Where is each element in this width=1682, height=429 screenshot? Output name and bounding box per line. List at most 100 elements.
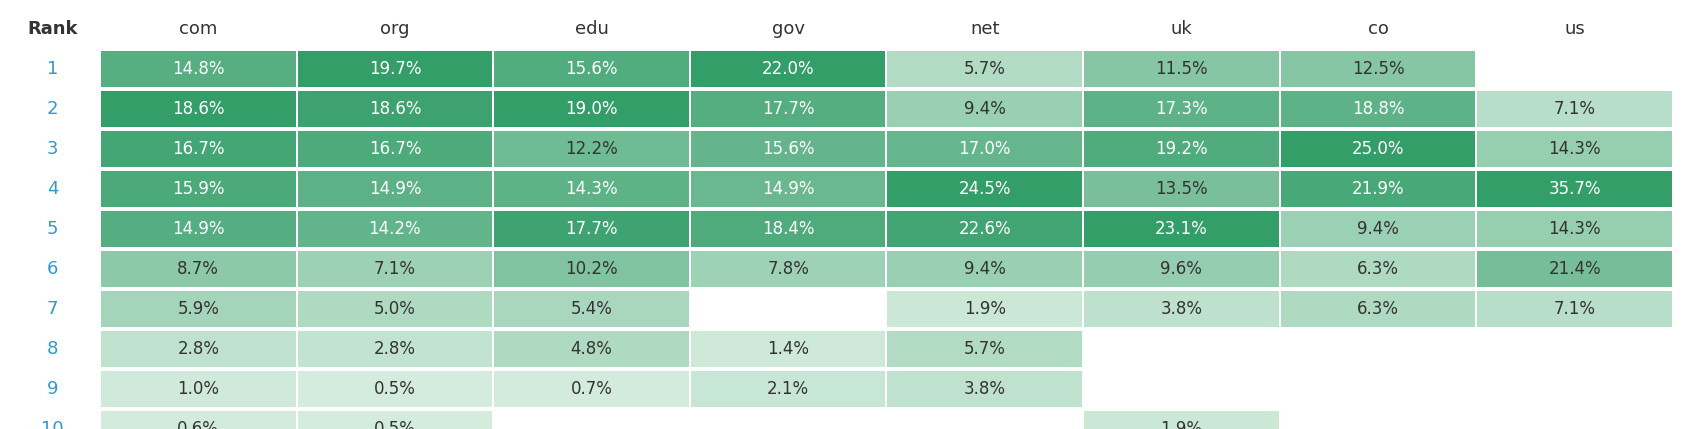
Text: 5.7%: 5.7%: [964, 340, 1006, 358]
Bar: [101, 291, 296, 327]
Text: 5: 5: [47, 220, 59, 238]
Text: Rank: Rank: [27, 20, 77, 38]
Bar: [298, 51, 491, 87]
Bar: [1083, 211, 1278, 247]
Text: 5.7%: 5.7%: [964, 60, 1006, 78]
Bar: [495, 331, 688, 367]
Text: 6.3%: 6.3%: [1356, 260, 1398, 278]
Text: 7.1%: 7.1%: [1552, 100, 1595, 118]
Text: 18.6%: 18.6%: [172, 100, 224, 118]
Text: 9.4%: 9.4%: [1356, 220, 1398, 238]
Bar: [495, 131, 688, 167]
Bar: [1477, 91, 1670, 127]
Bar: [101, 91, 296, 127]
Text: 7.1%: 7.1%: [1552, 300, 1595, 318]
Text: 0.5%: 0.5%: [373, 380, 415, 398]
Text: 25.0%: 25.0%: [1351, 140, 1403, 158]
Text: 8: 8: [47, 340, 59, 358]
Bar: [886, 211, 1082, 247]
Bar: [886, 371, 1082, 407]
Text: 14.9%: 14.9%: [762, 180, 814, 198]
Bar: [495, 91, 688, 127]
Text: 17.7%: 17.7%: [762, 100, 814, 118]
Text: 18.4%: 18.4%: [762, 220, 814, 238]
Bar: [1477, 131, 1670, 167]
Bar: [1280, 131, 1475, 167]
Bar: [298, 171, 491, 207]
Text: 17.0%: 17.0%: [959, 140, 1011, 158]
Text: 9.4%: 9.4%: [964, 100, 1006, 118]
Bar: [1280, 211, 1475, 247]
Text: 10: 10: [40, 420, 64, 429]
Text: 14.3%: 14.3%: [1547, 220, 1600, 238]
Bar: [495, 171, 688, 207]
Text: 17.3%: 17.3%: [1154, 100, 1208, 118]
Bar: [1280, 251, 1475, 287]
Bar: [1477, 171, 1670, 207]
Text: 18.8%: 18.8%: [1351, 100, 1403, 118]
Text: 12.2%: 12.2%: [565, 140, 617, 158]
Bar: [298, 211, 491, 247]
Text: 2.1%: 2.1%: [767, 380, 809, 398]
Text: co: co: [1367, 20, 1388, 38]
Bar: [886, 251, 1082, 287]
Text: 2.8%: 2.8%: [373, 340, 415, 358]
Text: 19.7%: 19.7%: [368, 60, 420, 78]
Bar: [886, 131, 1082, 167]
Bar: [1083, 171, 1278, 207]
Bar: [495, 291, 688, 327]
Text: 19.2%: 19.2%: [1154, 140, 1208, 158]
Bar: [1280, 171, 1475, 207]
Bar: [298, 371, 491, 407]
Text: gov: gov: [772, 20, 804, 38]
Bar: [691, 251, 885, 287]
Bar: [886, 91, 1082, 127]
Bar: [1280, 291, 1475, 327]
Text: 9.6%: 9.6%: [1161, 260, 1201, 278]
Bar: [495, 51, 688, 87]
Text: 5.9%: 5.9%: [177, 300, 219, 318]
Text: 14.9%: 14.9%: [368, 180, 420, 198]
Bar: [691, 211, 885, 247]
Text: org: org: [380, 20, 409, 38]
Bar: [101, 171, 296, 207]
Text: 0.5%: 0.5%: [373, 420, 415, 429]
Bar: [495, 371, 688, 407]
Text: 1: 1: [47, 60, 59, 78]
Bar: [691, 371, 885, 407]
Text: 9.4%: 9.4%: [964, 260, 1006, 278]
Text: 6: 6: [47, 260, 59, 278]
Text: 21.9%: 21.9%: [1351, 180, 1403, 198]
Bar: [101, 411, 296, 429]
Text: 0.6%: 0.6%: [177, 420, 219, 429]
Bar: [495, 251, 688, 287]
Text: 16.7%: 16.7%: [172, 140, 224, 158]
Bar: [1083, 51, 1278, 87]
Text: 1.9%: 1.9%: [964, 300, 1006, 318]
Bar: [495, 211, 688, 247]
Bar: [101, 211, 296, 247]
Bar: [298, 251, 491, 287]
Text: 22.6%: 22.6%: [959, 220, 1011, 238]
Bar: [1280, 91, 1475, 127]
Bar: [1477, 291, 1670, 327]
Bar: [101, 331, 296, 367]
Bar: [1083, 91, 1278, 127]
Text: 4.8%: 4.8%: [570, 340, 612, 358]
Text: 22.0%: 22.0%: [762, 60, 814, 78]
Text: 12.5%: 12.5%: [1351, 60, 1403, 78]
Bar: [886, 171, 1082, 207]
Bar: [298, 291, 491, 327]
Bar: [101, 131, 296, 167]
Bar: [691, 51, 885, 87]
Bar: [886, 51, 1082, 87]
Text: 17.7%: 17.7%: [565, 220, 617, 238]
Text: 0.7%: 0.7%: [570, 380, 612, 398]
Bar: [1083, 291, 1278, 327]
Text: 14.3%: 14.3%: [1547, 140, 1600, 158]
Text: 15.6%: 15.6%: [762, 140, 814, 158]
Text: us: us: [1563, 20, 1584, 38]
Bar: [1083, 411, 1278, 429]
Text: net: net: [969, 20, 999, 38]
Bar: [886, 331, 1082, 367]
